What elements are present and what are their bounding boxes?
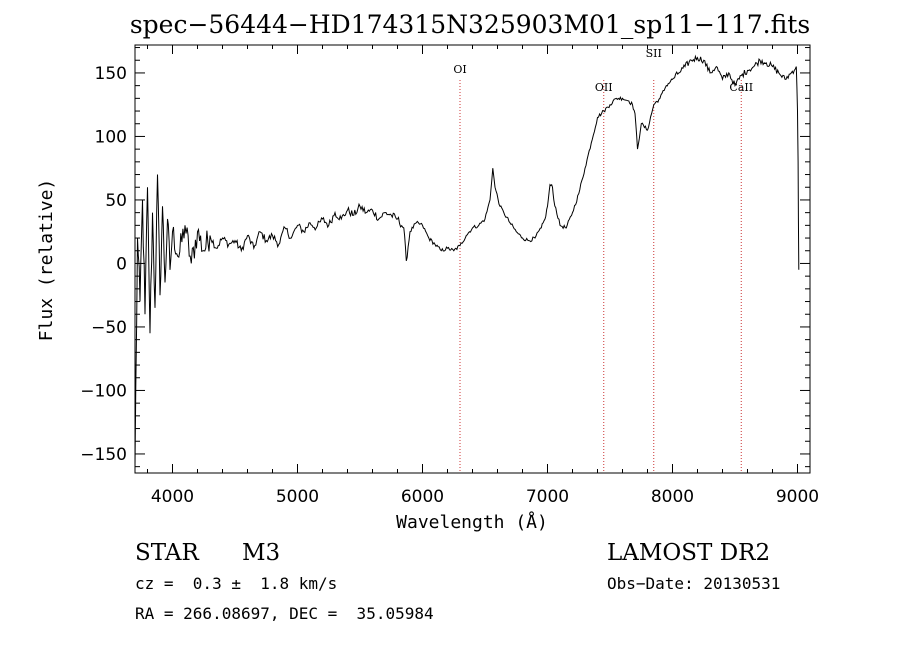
x-tick-label: 9000 [776,487,819,507]
survey-name: LAMOST DR2 [607,540,770,566]
emission-line-markers [459,80,742,473]
coordinates-readout: RA = 266.08697, DEC = 35.05984 [135,604,434,623]
x-axis-label: Wavelength (Å) [396,511,548,533]
y-tick-label: −150 [80,445,127,465]
x-axis: 4000 5000 6000 7000 8000 9000 [147,45,819,507]
x-tick-label: 5000 [276,487,319,507]
y-tick-label: 0 [116,254,127,274]
x-tick-label: 4000 [151,487,194,507]
y-tick-label: −50 [91,318,127,338]
y-axis-label: Flux (relative) [36,179,57,342]
y-tick-label: −100 [80,381,127,401]
object-subclass: M3 [242,540,280,566]
y-tick-label: 150 [95,64,127,84]
object-class: STAR [135,540,199,566]
marker-label: SII [646,47,662,60]
x-tick-label: 7000 [526,487,569,507]
y-tick-label: 50 [105,191,127,211]
y-axis: −150 −100 −50 0 50 100 150 [80,47,810,468]
chart-title: spec−56444−HD174315N325903M01_sp11−117.f… [130,10,810,39]
x-tick-label: 6000 [401,487,444,507]
spectrum-series-line [134,54,800,467]
observation-date: Obs−Date: 20130531 [607,574,780,593]
y-tick-label: 100 [95,127,127,147]
marker-label: OI [453,63,466,76]
x-tick-label: 8000 [651,487,694,507]
redshift-readout: cz = 0.3 ± 1.8 km/s [135,574,337,593]
marker-label: OII [595,81,613,94]
plot-frame [134,44,811,474]
